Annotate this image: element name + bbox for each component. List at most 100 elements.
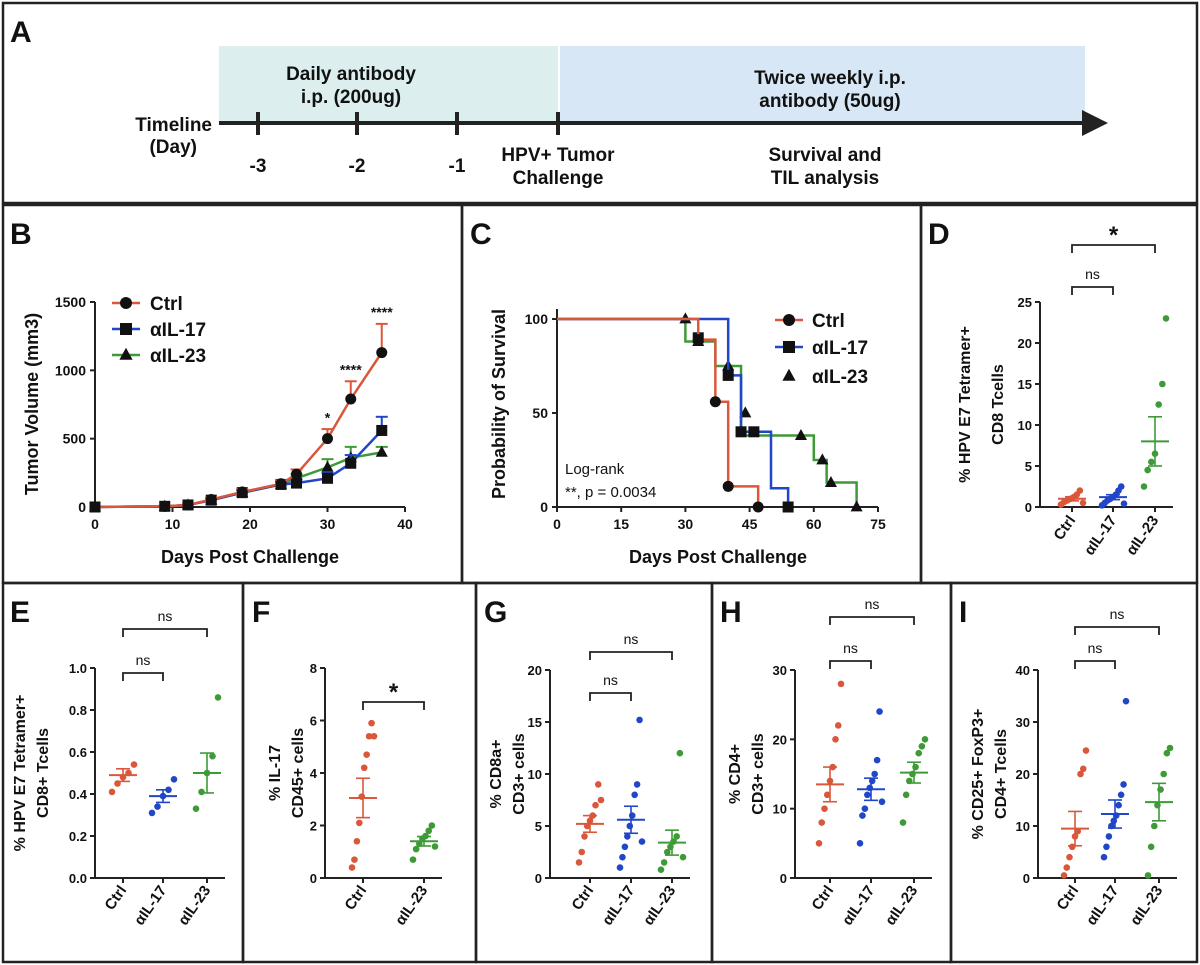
phase2-box	[560, 46, 1085, 123]
series-line	[94, 351, 383, 509]
data-point	[370, 732, 378, 740]
comparison-bracket	[1074, 660, 1116, 669]
comparison-label: ns	[136, 652, 151, 668]
phase1-label-line1: Daily antibody	[286, 64, 416, 85]
comparison-label: ns	[865, 596, 880, 612]
data-point	[412, 845, 420, 853]
data-point	[321, 460, 334, 472]
legend-marker	[120, 323, 132, 335]
data-point	[322, 472, 333, 484]
panel-d-scatter-chart: D 0 5 10 15 20 25 % HPV E7 Tetramer+ CD8 Tcells…	[928, 218, 1173, 559]
y-tick-label: 0	[1025, 500, 1032, 515]
category-label: αIL-17	[839, 883, 878, 929]
x-tick-label: 45	[742, 516, 758, 532]
survival-marker	[816, 453, 829, 465]
panel-letter-a: A	[10, 16, 32, 49]
data-point	[148, 809, 156, 817]
data-point	[182, 499, 194, 511]
data-point	[864, 791, 871, 799]
y-tick-label: 50	[532, 405, 548, 421]
comparison-label: ns	[1088, 640, 1103, 656]
data-point	[1079, 499, 1087, 507]
data-point	[322, 433, 333, 445]
y-tick-label: 0.4	[69, 787, 88, 802]
data-point	[360, 764, 368, 772]
data-point	[921, 736, 929, 743]
data-point	[345, 393, 357, 405]
data-point	[616, 864, 624, 871]
data-point	[581, 833, 588, 840]
y-tick-label: 0	[780, 871, 787, 886]
data-point	[1117, 791, 1125, 799]
category-label: Ctrl	[569, 883, 598, 914]
panel-i-scatter-chart: I 0 10 20 30 40 % CD25+ FoxP3+ CD4+ Tcells Ctrl…	[959, 596, 1177, 929]
y-tick-label: 6	[310, 714, 317, 729]
timeline-label-line1: Timeline	[135, 115, 212, 136]
data-point	[1122, 697, 1130, 705]
y-tick-label: 20	[1016, 767, 1030, 782]
data-point	[673, 833, 681, 840]
comparison-label: ns	[603, 672, 618, 688]
panel-e-scatter-chart: E 0.0 0.2 0.4 0.6 0.8 1.0 % HPV E7 Tetramer+ CD…	[10, 596, 225, 929]
category-label: αIL-17	[599, 883, 638, 929]
data-point	[915, 749, 923, 757]
survival-marker	[782, 501, 794, 513]
data-point	[679, 853, 687, 861]
category-label: αIL-23	[175, 883, 214, 929]
data-point	[633, 781, 641, 788]
y-tick-label: 5	[535, 819, 542, 834]
category-label: Ctrl	[1054, 883, 1083, 914]
data-point	[130, 761, 138, 768]
data-point	[837, 680, 845, 688]
panel-h-scatter-chart: H 0 10 20 30 % CD4+ CD3+ cells Ctrl αIL-17 αIL-2…	[720, 596, 932, 929]
legend-label: αIL-23	[812, 367, 868, 388]
data-point	[1162, 315, 1170, 322]
data-point	[1155, 401, 1162, 408]
panel-letter-g: G	[484, 596, 507, 629]
significance-label: ****	[340, 361, 362, 377]
data-point	[594, 781, 602, 788]
y-tick-label: 10	[1016, 819, 1030, 834]
y-tick-label: 20	[773, 732, 787, 747]
data-point	[1103, 843, 1110, 851]
data-point	[1117, 483, 1125, 490]
panel-g-scatter-chart: G 0 5 10 15 20 % CD8a+ CD3+ cells Ctrl αIL-17 αIL…	[484, 596, 690, 929]
comparison-label: ns	[624, 631, 639, 647]
logrank-pvalue: **, p = 0.0034	[565, 484, 656, 501]
category-label: αIL-23	[640, 883, 679, 929]
panel-letter-e: E	[10, 596, 30, 629]
comparison-bracket	[1071, 244, 1156, 253]
panel-letter-b: B	[10, 218, 32, 251]
y-tick-label: 4	[310, 766, 318, 781]
comparison-bracket	[829, 616, 915, 625]
data-point	[214, 694, 222, 701]
y-tick-label: 0.8	[69, 703, 87, 718]
data-point	[676, 749, 684, 757]
challenge-label-line2: Challenge	[513, 168, 604, 189]
y-axis-title: Probability of Survival	[489, 309, 509, 499]
legend-label: Ctrl	[150, 294, 183, 315]
y-tick-label: 1500	[55, 294, 86, 310]
y-tick-label: 25	[1018, 295, 1032, 310]
data-point	[291, 477, 302, 489]
x-tick-label: 40	[397, 516, 413, 532]
data-point	[431, 843, 439, 850]
data-point	[170, 776, 178, 783]
data-point	[578, 848, 586, 856]
timeline-day-label: -2	[349, 156, 366, 177]
data-point	[899, 819, 907, 826]
survival-marker	[850, 500, 863, 512]
comparison-label: ns	[843, 640, 858, 656]
y-axis-title-line1: % HPV E7 Tetramer+	[957, 326, 974, 483]
survival-curve	[557, 317, 790, 507]
x-axis-title: Days Post Challenge	[161, 547, 339, 567]
challenge-label-line1: HPV+ Tumor	[501, 145, 615, 166]
data-point	[1120, 500, 1128, 508]
panel-a: A Daily antibody i.p. (200ug) Twice week…	[10, 16, 1108, 189]
panel-f-scatter-chart: F 0 2 4 6 8 % IL-17 CD45+ cells Ctrl αIL-23 *	[252, 596, 442, 929]
survival-marker	[735, 426, 747, 438]
legend-marker	[782, 368, 796, 381]
panel-c-survival-chart: C 0 50 100 0 15 30 45 60 75 Days Post Challenge Pr…	[470, 218, 886, 567]
data-point	[376, 347, 388, 359]
comparison-bracket	[589, 692, 632, 701]
